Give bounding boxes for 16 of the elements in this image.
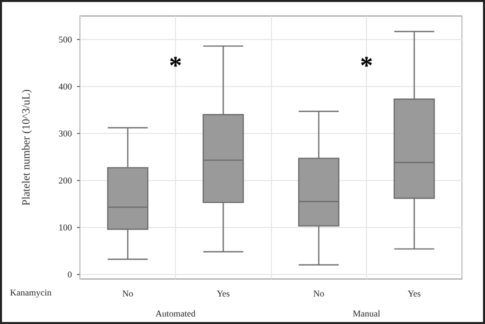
- x-tick-label: No: [313, 288, 325, 298]
- text: Automated: [156, 308, 196, 318]
- x-tick-label: Yes: [408, 288, 422, 298]
- annotation: *: [169, 50, 182, 80]
- y-tick-label: 200: [58, 175, 72, 186]
- y-tick-label: 300: [58, 128, 72, 138]
- x-tick-label: No: [122, 288, 134, 298]
- x-axis-title: Kanamycin: [10, 288, 52, 298]
- y-tick-label: 100: [58, 222, 72, 232]
- y-tick-label: 500: [58, 34, 72, 44]
- x-tick-label: Yes: [216, 288, 230, 298]
- y-tick-label: 0: [68, 269, 72, 280]
- text: Manual: [352, 308, 381, 318]
- y-tick-label: 400: [58, 81, 72, 92]
- y-axis-title: Platelet number (10^3/uL): [20, 88, 32, 206]
- annotation: *: [360, 50, 373, 80]
